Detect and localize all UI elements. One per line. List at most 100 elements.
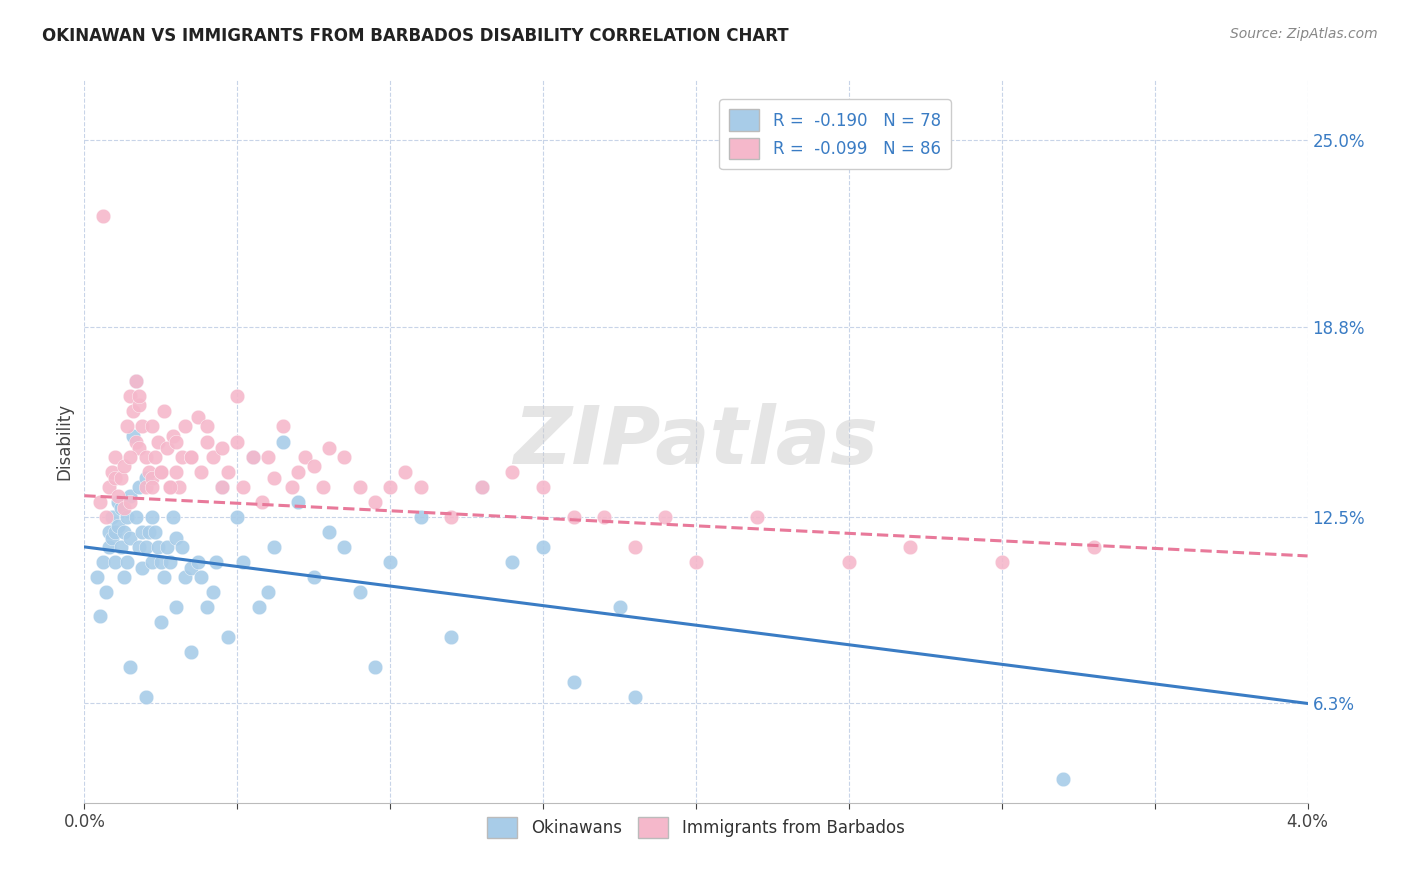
Point	[153, 404, 176, 418]
Point	[143, 524, 166, 539]
Point	[110, 500, 132, 515]
Point	[364, 660, 387, 674]
Point	[122, 404, 145, 418]
Point	[107, 489, 129, 503]
Point	[89, 609, 111, 624]
Point	[186, 410, 208, 425]
Point	[349, 585, 371, 599]
Point	[211, 441, 233, 455]
Point	[226, 509, 249, 524]
Point	[120, 531, 142, 545]
Point	[115, 509, 138, 524]
Point	[318, 524, 340, 539]
Point	[112, 570, 135, 584]
Point	[141, 480, 163, 494]
Point	[104, 555, 127, 569]
Point	[380, 480, 402, 494]
Point	[333, 540, 356, 554]
Point	[112, 524, 135, 539]
Point	[165, 531, 187, 545]
Point	[502, 465, 524, 479]
Point	[1083, 540, 1105, 554]
Point	[128, 441, 150, 455]
Point	[174, 570, 197, 584]
Point	[211, 480, 233, 494]
Point	[294, 450, 316, 464]
Point	[205, 555, 228, 569]
Text: ZIPatlas: ZIPatlas	[513, 402, 879, 481]
Point	[128, 398, 150, 412]
Point	[502, 555, 524, 569]
Point	[120, 450, 142, 464]
Point	[167, 480, 190, 494]
Point	[141, 509, 163, 524]
Point	[135, 480, 157, 494]
Point	[186, 555, 208, 569]
Point	[128, 389, 150, 403]
Point	[135, 470, 157, 484]
Point	[101, 465, 124, 479]
Point	[195, 419, 218, 434]
Point	[609, 600, 631, 615]
Point	[211, 480, 233, 494]
Point	[271, 434, 294, 449]
Point	[159, 555, 181, 569]
Point	[747, 509, 769, 524]
Point	[128, 540, 150, 554]
Point	[562, 675, 585, 690]
Point	[94, 509, 117, 524]
Point	[838, 555, 860, 569]
Point	[86, 570, 108, 584]
Point	[104, 450, 127, 464]
Point	[120, 489, 142, 503]
Point	[162, 509, 184, 524]
Point	[97, 480, 120, 494]
Point	[195, 434, 218, 449]
Point	[159, 480, 181, 494]
Point	[898, 540, 921, 554]
Point	[562, 509, 585, 524]
Point	[195, 600, 218, 615]
Point	[263, 470, 285, 484]
Point	[257, 585, 280, 599]
Point	[232, 480, 254, 494]
Point	[685, 555, 707, 569]
Point	[143, 450, 166, 464]
Point	[281, 480, 304, 494]
Point	[149, 465, 172, 479]
Point	[101, 531, 124, 545]
Point	[471, 480, 494, 494]
Point	[226, 434, 249, 449]
Point	[94, 585, 117, 599]
Point	[101, 509, 124, 524]
Point	[217, 465, 239, 479]
Text: Source: ZipAtlas.com: Source: ZipAtlas.com	[1230, 27, 1378, 41]
Point	[115, 419, 138, 434]
Point	[141, 419, 163, 434]
Point	[135, 450, 157, 464]
Point	[97, 540, 120, 554]
Point	[217, 630, 239, 644]
Point	[263, 540, 285, 554]
Point	[156, 540, 179, 554]
Point	[120, 494, 142, 508]
Point	[89, 494, 111, 508]
Y-axis label: Disability: Disability	[55, 403, 73, 480]
Point	[180, 561, 202, 575]
Point	[654, 509, 676, 524]
Point	[257, 450, 280, 464]
Point	[91, 555, 114, 569]
Point	[624, 540, 647, 554]
Point	[115, 555, 138, 569]
Point	[138, 524, 160, 539]
Legend: Okinawans, Immigrants from Barbados: Okinawans, Immigrants from Barbados	[481, 810, 911, 845]
Point	[180, 450, 202, 464]
Point	[226, 389, 249, 403]
Point	[180, 450, 202, 464]
Point	[120, 389, 142, 403]
Point	[242, 450, 264, 464]
Point	[624, 690, 647, 705]
Point	[165, 600, 187, 615]
Point	[1052, 772, 1074, 786]
Point	[271, 419, 294, 434]
